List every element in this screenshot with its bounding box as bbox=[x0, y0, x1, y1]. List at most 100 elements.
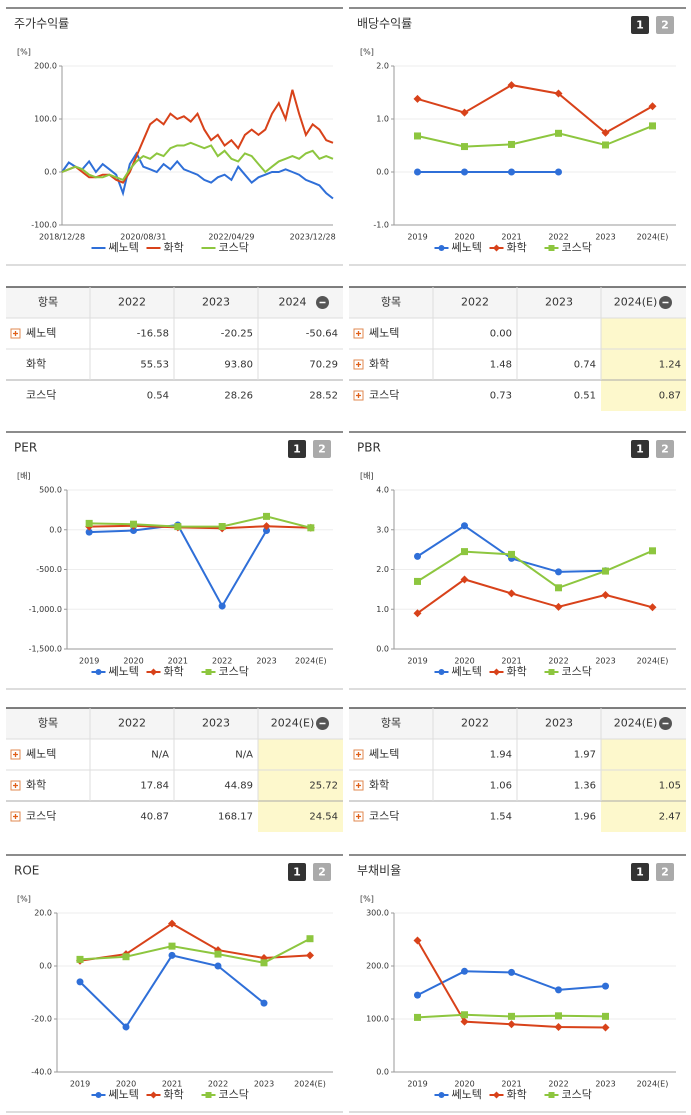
tab-button[interactable] bbox=[631, 440, 649, 458]
tab-button[interactable] bbox=[288, 863, 306, 881]
cell: 0.74 bbox=[574, 360, 596, 371]
point bbox=[263, 512, 270, 520]
point bbox=[602, 567, 609, 575]
tab-button-label[interactable]: 2 bbox=[318, 866, 326, 879]
cell: 1.97 bbox=[574, 750, 596, 761]
legend-label: 쎄노텍 bbox=[452, 665, 482, 678]
point bbox=[218, 602, 226, 610]
legend-label: 코스닥 bbox=[562, 665, 592, 678]
point bbox=[461, 143, 468, 151]
point bbox=[76, 978, 84, 986]
x-tick-label: 2018/12/28 bbox=[39, 233, 85, 242]
tab-button-label[interactable]: 1 bbox=[636, 866, 644, 879]
tab-button-label[interactable]: 2 bbox=[661, 866, 669, 879]
point bbox=[508, 168, 515, 176]
tab-button-label[interactable]: 1 bbox=[293, 443, 301, 456]
x-tick-label: 2023 bbox=[595, 657, 615, 666]
point bbox=[461, 522, 468, 530]
unit-label: [배] bbox=[360, 472, 374, 481]
tab-button[interactable] bbox=[313, 440, 331, 458]
point bbox=[461, 967, 468, 975]
cell: 0.87 bbox=[659, 391, 681, 402]
point bbox=[508, 140, 515, 148]
y-tick-label: 0.0 bbox=[376, 645, 389, 654]
row-name: 코스닥 bbox=[369, 389, 399, 402]
point bbox=[460, 108, 469, 117]
point bbox=[460, 575, 469, 584]
tab-button-label[interactable]: 1 bbox=[293, 866, 301, 879]
tab-button[interactable] bbox=[631, 16, 649, 34]
legend-label: 쎄노텍 bbox=[452, 241, 482, 254]
expand-icon-plus bbox=[13, 783, 18, 788]
expand-icon-plus bbox=[356, 331, 361, 336]
point bbox=[602, 982, 609, 990]
point bbox=[413, 936, 422, 945]
expand-icon-plus bbox=[356, 362, 361, 367]
tab-button-label[interactable]: 1 bbox=[636, 443, 644, 456]
point bbox=[507, 589, 516, 598]
unit-label: [%] bbox=[360, 48, 374, 57]
point bbox=[414, 168, 421, 176]
y-tick-label: -100.0 bbox=[31, 221, 57, 230]
tab-button[interactable] bbox=[288, 440, 306, 458]
legend-label: 화학 bbox=[164, 1088, 184, 1101]
tab-button-label[interactable]: 2 bbox=[318, 443, 326, 456]
header-cell: 항목 bbox=[38, 296, 58, 309]
point bbox=[555, 584, 562, 592]
tab-button-label[interactable]: 2 bbox=[661, 19, 669, 32]
cell: N/A bbox=[235, 750, 253, 761]
cell: 1.06 bbox=[490, 781, 512, 792]
point bbox=[438, 245, 445, 251]
x-tick-label: 2020 bbox=[123, 657, 143, 666]
header-cell: 2024(E) bbox=[614, 717, 658, 730]
header-cell: 2022 bbox=[118, 296, 146, 309]
series-line bbox=[416, 549, 653, 589]
tab-button[interactable] bbox=[656, 440, 674, 458]
header-cell: 2022 bbox=[461, 717, 489, 730]
tab-button[interactable] bbox=[656, 863, 674, 881]
point bbox=[555, 568, 562, 576]
expand-icon-plus bbox=[13, 331, 18, 336]
point bbox=[460, 1017, 469, 1026]
series-line bbox=[89, 515, 312, 529]
x-tick-label: 2023 bbox=[595, 1080, 615, 1089]
header-cell: 2024(E) bbox=[271, 717, 315, 730]
point bbox=[85, 528, 93, 536]
unit-label: [%] bbox=[17, 895, 31, 904]
tab-button[interactable] bbox=[631, 863, 649, 881]
tab-button-label[interactable]: 1 bbox=[636, 19, 644, 32]
expand-icon-plus bbox=[356, 393, 361, 398]
cell: 168.17 bbox=[218, 812, 253, 823]
point bbox=[413, 609, 422, 618]
x-tick-label: 2020 bbox=[116, 1080, 136, 1089]
series-line bbox=[61, 141, 334, 182]
header-cell: 2023 bbox=[202, 296, 230, 309]
y-tick-label: 2.0 bbox=[376, 565, 389, 574]
x-tick-label: 2020 bbox=[454, 657, 474, 666]
x-tick-label: 2024(E) bbox=[295, 657, 327, 666]
point bbox=[85, 519, 93, 527]
cell: 55.53 bbox=[140, 360, 169, 371]
tab-button-label[interactable]: 2 bbox=[661, 443, 669, 456]
point bbox=[548, 669, 555, 675]
y-tick-label: 1.0 bbox=[376, 605, 389, 614]
cell: 1.96 bbox=[574, 812, 596, 823]
cell: 28.26 bbox=[224, 391, 253, 402]
legend-label: 코스닥 bbox=[562, 1088, 592, 1101]
cell: 24.54 bbox=[309, 812, 338, 823]
point bbox=[554, 1022, 563, 1031]
x-tick-label: 2023 bbox=[256, 657, 276, 666]
cell: 0.00 bbox=[490, 329, 512, 340]
tab-button[interactable] bbox=[313, 863, 331, 881]
cell: 28.52 bbox=[309, 391, 338, 402]
legend-label: 쎄노텍 bbox=[109, 665, 139, 678]
point bbox=[95, 1092, 102, 1098]
y-tick-label: 200.0 bbox=[34, 62, 57, 71]
x-tick-label: 2024(E) bbox=[294, 1080, 326, 1089]
row-name: 화학 bbox=[369, 779, 389, 792]
legend-label: 화학 bbox=[507, 1088, 527, 1101]
point bbox=[461, 548, 468, 556]
tab-button[interactable] bbox=[656, 16, 674, 34]
point bbox=[263, 527, 270, 535]
point bbox=[214, 962, 222, 970]
